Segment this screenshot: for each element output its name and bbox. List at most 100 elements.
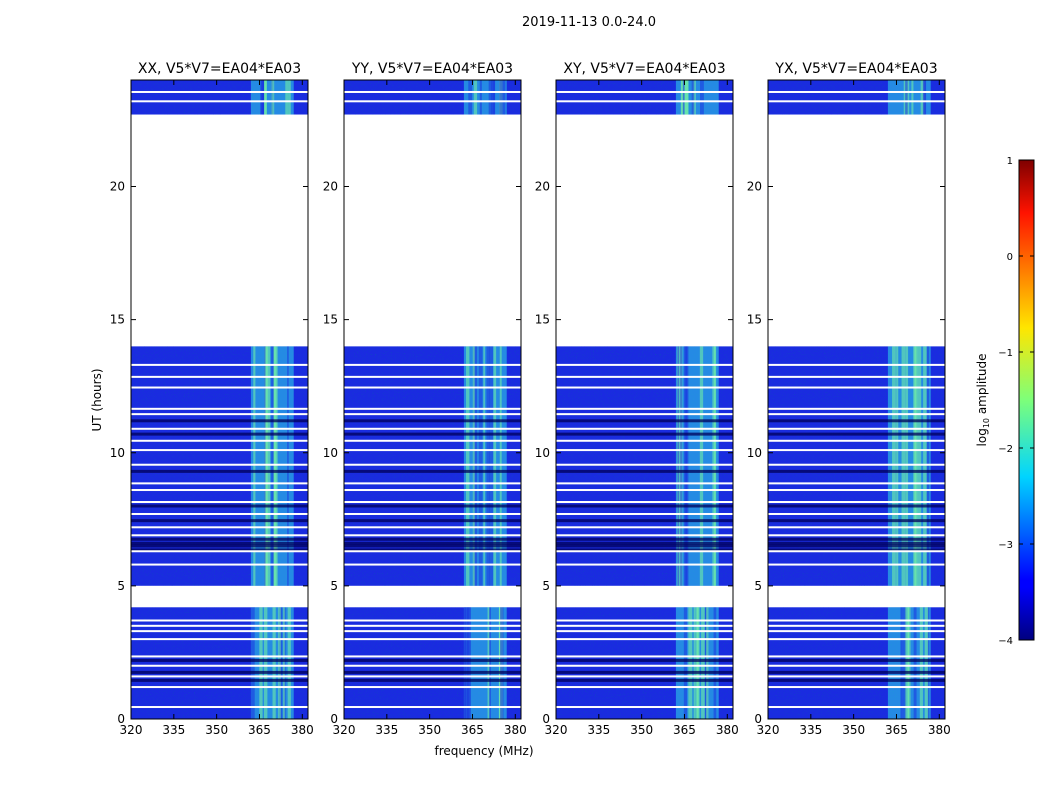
x-tick-label: 365 bbox=[461, 723, 484, 737]
flagged-row bbox=[768, 706, 945, 709]
x-tick-label: 335 bbox=[162, 723, 185, 737]
flagged-row bbox=[768, 534, 945, 537]
rfi-stripe bbox=[259, 607, 263, 719]
flagged-row bbox=[768, 100, 945, 103]
flagged-row bbox=[556, 534, 733, 537]
flagged-row bbox=[131, 686, 308, 689]
flagged-row bbox=[344, 664, 521, 667]
dark-row bbox=[344, 541, 521, 545]
rfi-stripe bbox=[696, 607, 700, 719]
dark-row bbox=[131, 678, 308, 682]
panel-frame bbox=[343, 79, 522, 720]
rfi-stripe bbox=[919, 607, 923, 719]
dark-row bbox=[131, 541, 308, 545]
rfi-stripe bbox=[463, 607, 468, 719]
flagged-row bbox=[768, 664, 945, 667]
flagged-row bbox=[556, 413, 733, 416]
flagged-row bbox=[768, 526, 945, 529]
rfi-stripe bbox=[927, 607, 930, 719]
dark-row bbox=[768, 544, 945, 548]
flagged-row bbox=[131, 489, 308, 492]
rfi-stripe bbox=[923, 80, 926, 115]
flagged-gap bbox=[556, 114, 733, 347]
flagged-row bbox=[344, 675, 521, 678]
y-tick-label: 15 bbox=[535, 313, 550, 327]
flagged-row bbox=[131, 563, 308, 566]
dark-row bbox=[344, 537, 521, 541]
flagged-row bbox=[768, 655, 945, 658]
colorbar-tick-label: −1 bbox=[998, 348, 1013, 359]
rfi-stripe bbox=[287, 607, 291, 719]
flagged-row bbox=[768, 439, 945, 442]
rfi-stripe bbox=[713, 607, 717, 719]
dark-row bbox=[344, 548, 521, 552]
rfi-stripe bbox=[682, 80, 685, 115]
x-tick-label: 350 bbox=[842, 723, 865, 737]
flagged-row bbox=[131, 407, 308, 410]
rfi-stripe bbox=[896, 346, 899, 586]
flagged-row bbox=[556, 463, 733, 466]
flagged-row bbox=[768, 638, 945, 641]
rfi-stripe bbox=[905, 80, 908, 115]
dark-row bbox=[768, 504, 945, 508]
flagged-row bbox=[556, 706, 733, 709]
y-tick-label: 0 bbox=[542, 712, 550, 726]
rfi-stripe bbox=[917, 346, 922, 586]
rfi-stripe bbox=[285, 80, 289, 115]
flagged-row bbox=[556, 686, 733, 689]
dark-row bbox=[768, 678, 945, 682]
flagged-row bbox=[344, 655, 521, 658]
dark-row bbox=[344, 670, 521, 674]
flagged-row bbox=[556, 675, 733, 678]
flagged-row bbox=[131, 482, 308, 485]
flagged-row bbox=[344, 463, 521, 466]
flagged-row bbox=[556, 526, 733, 529]
y-tick-label: 0 bbox=[754, 712, 762, 726]
x-tick-label: 335 bbox=[587, 723, 610, 737]
rfi-stripe bbox=[900, 607, 902, 719]
flagged-row bbox=[768, 449, 945, 452]
flagged-row bbox=[131, 630, 308, 633]
rfi-stripe bbox=[691, 80, 695, 115]
dark-row bbox=[768, 519, 945, 523]
rfi-stripe bbox=[271, 346, 274, 586]
flagged-row bbox=[768, 686, 945, 689]
rfi-stripe bbox=[680, 80, 683, 115]
x-axis-label: frequency (MHz) bbox=[434, 744, 533, 758]
flagged-row bbox=[768, 363, 945, 366]
rfi-stripe bbox=[923, 346, 927, 586]
flagged-row bbox=[768, 463, 945, 466]
rfi-band bbox=[250, 607, 294, 719]
flagged-gap bbox=[556, 585, 733, 608]
rfi-stripe bbox=[479, 80, 482, 115]
rfi-stripe bbox=[272, 607, 276, 719]
flagged-row bbox=[344, 439, 521, 442]
flagged-row bbox=[131, 100, 308, 103]
colorbar-gradient bbox=[1018, 159, 1035, 641]
dark-row bbox=[131, 670, 308, 674]
rfi-stripe bbox=[473, 80, 478, 115]
flagged-row bbox=[768, 563, 945, 566]
panel-frame bbox=[555, 79, 734, 720]
flagged-row bbox=[131, 439, 308, 442]
rfi-stripe bbox=[903, 80, 906, 115]
flagged-row bbox=[344, 363, 521, 366]
flagged-gap bbox=[768, 114, 945, 347]
flagged-row bbox=[556, 375, 733, 378]
rfi-stripe bbox=[287, 346, 289, 586]
flagged-row bbox=[556, 439, 733, 442]
flagged-row bbox=[344, 686, 521, 689]
y-tick-label: 20 bbox=[747, 180, 762, 194]
x-tick-label: 320 bbox=[333, 723, 356, 737]
y-tick-label: 5 bbox=[330, 579, 338, 593]
flagged-row bbox=[344, 512, 521, 515]
colorbar: log10 amplitude −4 −3 −2 −1 0 1 bbox=[975, 156, 1035, 647]
dark-row bbox=[556, 519, 733, 523]
dark-row bbox=[556, 541, 733, 545]
flagged-row bbox=[131, 90, 308, 93]
flagged-row bbox=[131, 664, 308, 667]
dark-row bbox=[556, 548, 733, 552]
flagged-row bbox=[344, 638, 521, 641]
panel-frame bbox=[130, 79, 309, 720]
flagged-row bbox=[131, 526, 308, 529]
